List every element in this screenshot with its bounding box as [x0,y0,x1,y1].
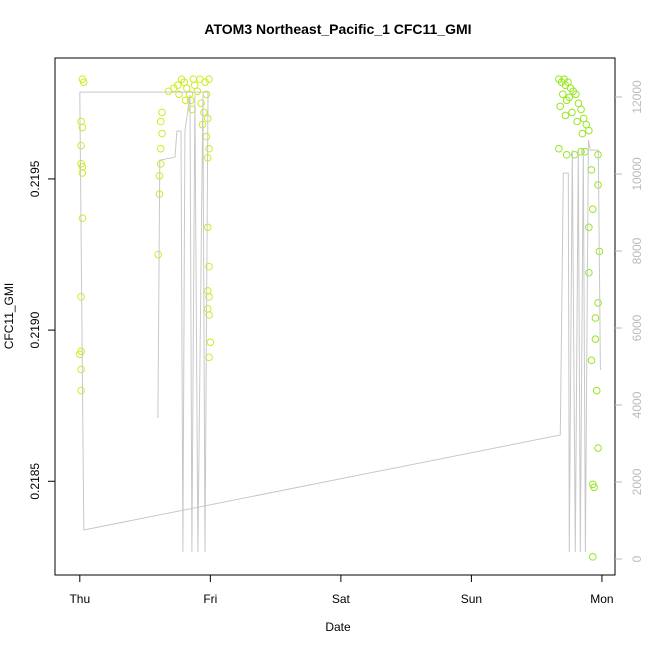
point [585,223,593,232]
point [555,144,563,153]
point [572,90,580,99]
y2-tick-label: 10000 [630,157,644,191]
y-tick-label: 0.2195 [28,160,42,197]
point [173,81,182,90]
point [591,335,600,343]
point [79,78,88,86]
point [594,299,602,307]
point [578,129,587,138]
point [205,144,213,153]
point [78,163,87,171]
point [202,90,211,99]
point [156,117,165,126]
point [77,365,85,374]
point [154,250,162,259]
point [206,338,215,346]
point [193,87,202,96]
y-tick-label: 0.2190 [28,311,42,348]
point [589,205,597,213]
point [594,181,602,189]
point [158,129,166,138]
y-tick-label: 0.2185 [28,463,42,500]
point [77,141,85,150]
x-tick-label: Thu [69,592,90,606]
point [568,108,576,117]
y2-tick-label: 8000 [630,237,644,264]
point [156,144,165,153]
point [577,105,585,114]
point [558,90,567,99]
x-tick-label: Mon [590,592,613,606]
point [186,96,195,105]
point [77,293,85,301]
point [562,150,571,159]
point [205,262,213,271]
point [76,350,84,359]
point [556,102,564,111]
point [565,93,574,102]
point [78,214,87,223]
x-tick-label: Sat [332,592,351,606]
point [591,314,600,322]
y2-tick-label: 4000 [630,391,644,418]
y2-tick-label: 6000 [630,314,644,341]
y2-tick-label: 2000 [630,468,644,495]
point [577,147,585,156]
point [585,268,593,277]
point [587,356,596,365]
x-axis-label: Date [325,620,351,634]
x-tick-label: Sun [461,592,482,606]
chart-title: ATOM3 Northeast_Pacific_1 CFC11_GMI [204,21,471,37]
point [561,111,570,120]
y2-tick-label: 0 [630,555,644,562]
y2-tick-label: 12000 [630,80,644,114]
point [592,386,601,395]
x-tick-label: Fri [203,592,217,606]
point [200,108,208,117]
point [205,353,213,362]
y-axis-label: CFC11_GMI [2,283,16,349]
point [77,386,85,395]
point [78,169,87,177]
point [589,553,597,561]
point [158,108,166,117]
point [205,75,213,83]
point [175,90,183,99]
point [590,483,598,492]
point [205,311,213,319]
point [585,126,593,135]
point [205,293,213,301]
point [197,99,206,108]
point [156,160,165,168]
point [78,123,87,132]
point [203,223,212,232]
plot-frame [54,57,616,576]
point [573,117,581,126]
point [594,444,602,452]
altitude-line [79,91,601,553]
